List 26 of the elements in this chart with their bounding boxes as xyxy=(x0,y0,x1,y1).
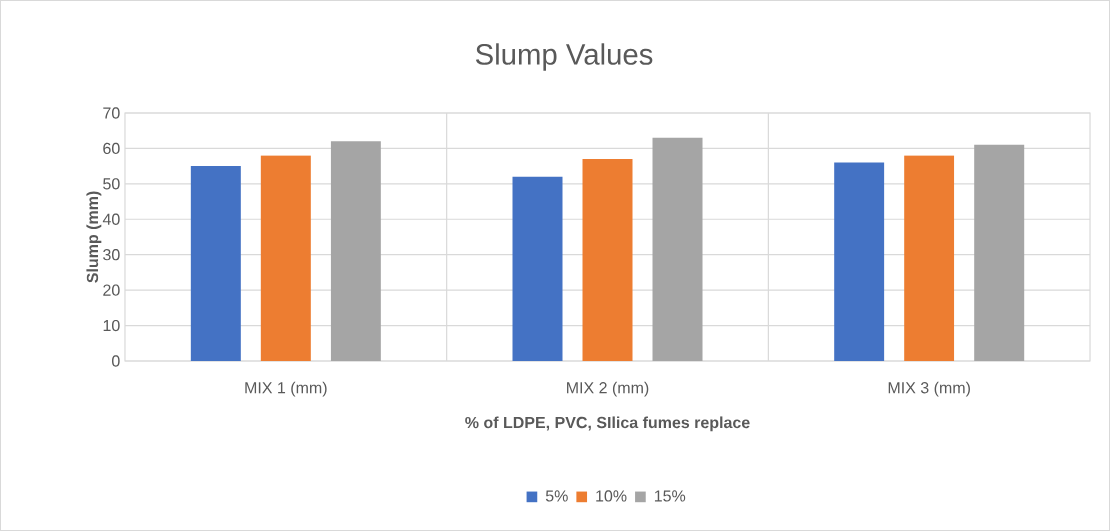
y-tick-label: 30 xyxy=(103,249,120,261)
y-tick-label: 60 xyxy=(103,142,120,155)
bar xyxy=(190,166,241,361)
bar xyxy=(974,144,1025,361)
chart-title: Slump Values xyxy=(475,43,653,71)
y-tick-label: 20 xyxy=(103,284,120,296)
y-tick-label: 70 xyxy=(103,107,120,119)
legend-label: 15% xyxy=(654,490,686,502)
bar xyxy=(260,155,311,361)
y-axis-title: Slump (mm) xyxy=(86,191,102,283)
y-tick-label: 10 xyxy=(103,319,120,332)
bar xyxy=(330,141,381,361)
y-tick-label: 0 xyxy=(112,355,120,367)
y-tick-label: 50 xyxy=(103,178,120,190)
x-tick-label: MIX 2 (mm) xyxy=(567,381,649,397)
x-tick-label: MIX 1 (mm) xyxy=(245,381,327,397)
bar xyxy=(582,159,633,361)
x-tick-label: MIX 3 (mm) xyxy=(888,381,970,397)
legend-label: 10% xyxy=(596,490,627,502)
bar xyxy=(834,162,885,361)
bar xyxy=(904,155,955,361)
bar xyxy=(652,137,703,361)
bar xyxy=(512,176,563,361)
x-axis-title: % of LDPE, PVC, SIlica fumes replace xyxy=(465,416,750,432)
legend-label: 5% xyxy=(545,490,568,502)
y-tick-label: 40 xyxy=(102,213,120,225)
